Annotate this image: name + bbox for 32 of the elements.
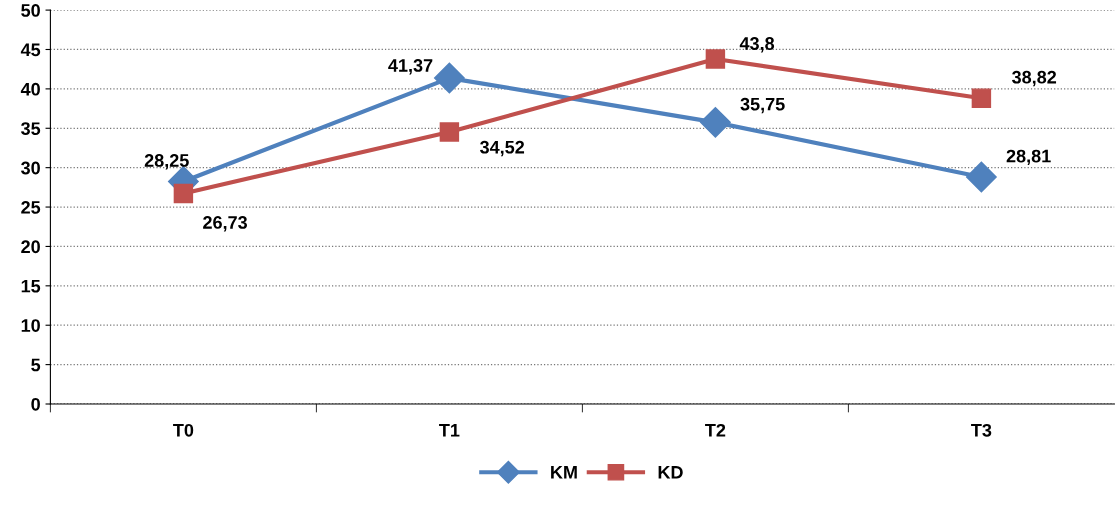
y-tick-label: 30 [21,161,40,175]
y-tick-label: 45 [20,43,41,57]
y-tick-label: 40 [20,82,40,96]
data-label: 28,25 [144,154,189,170]
legend-label: KM [551,466,577,479]
x-tick-label: T0 [173,423,194,437]
data-label: 43,8 [739,37,775,53]
point [433,62,465,94]
legend-label: KD [658,466,683,479]
point [971,88,992,108]
data-label: 28,81 [1006,149,1051,166]
y-tick-label: 20 [21,240,40,254]
data-label: 41,37 [388,59,433,75]
x-tick-label: T3 [971,423,992,437]
y-tick-label: 50 [21,4,40,17]
x-tick-label: T2 [705,423,726,437]
data-label: 34,52 [480,140,525,157]
data-label: 26,73 [203,216,248,232]
point [965,161,997,193]
point [439,122,460,142]
point [705,49,726,69]
x-tick-label: T1 [439,424,460,437]
y-tick-label: 10 [21,319,40,332]
y-tick-label: 0 [31,397,40,411]
y-tick-label: 25 [21,200,41,214]
data-label: 38,82 [1012,70,1057,87]
y-tick-label: 35 [21,122,41,136]
point [173,183,194,204]
point [699,106,731,138]
y-tick-label: 15 [21,279,41,293]
y-tick-label: 5 [31,358,41,372]
data-label: 35,75 [740,97,785,114]
